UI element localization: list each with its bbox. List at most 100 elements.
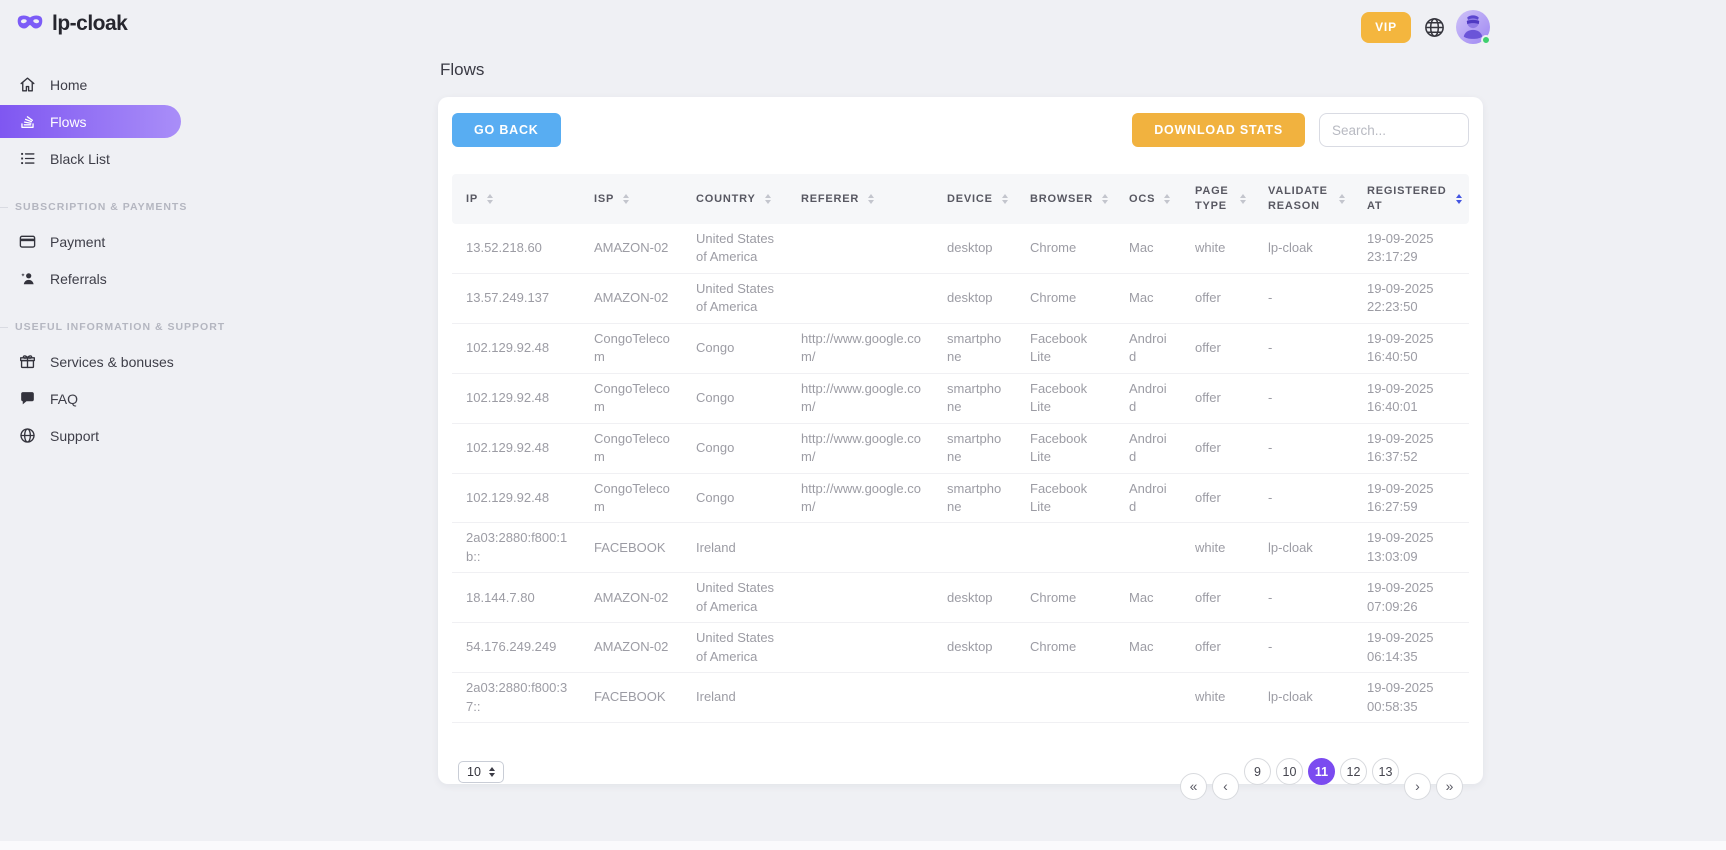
table-cell: desktop <box>933 224 1016 274</box>
table-cell: Android <box>1115 423 1181 474</box>
home-icon <box>20 77 35 92</box>
sidebar-section-title: SUBSCRIPTION & PAYMENTS <box>0 201 190 213</box>
flows-table: IP ISP COUNTRY REFERER DEVICE BROWSER <box>452 174 1469 724</box>
sort-icon <box>764 193 771 205</box>
column-header-referer[interactable]: REFERER <box>787 174 933 224</box>
table-row: 2a03:2880:f800:37:: FACEBOOK Ireland whit… <box>452 672 1469 724</box>
table-cell <box>1115 672 1181 724</box>
table-cell: United States of America <box>682 224 787 274</box>
column-header-label: VALIDATE REASON <box>1268 185 1328 212</box>
pagination-page-10[interactable]: 10 <box>1276 758 1303 786</box>
table-cell: 2a03:2880:f800:37:: <box>452 672 580 724</box>
table-cell: AMAZON-02 <box>580 224 682 274</box>
column-header-country[interactable]: COUNTRY <box>682 174 787 224</box>
table-cell: 54.176.249.249 <box>452 622 580 674</box>
table-cell: http://www.google.com/ <box>787 473 933 524</box>
table-cell: Chrome <box>1016 622 1115 674</box>
table-cell: CongoTelecom <box>580 323 682 374</box>
pagination-page-12[interactable]: 12 <box>1340 758 1367 786</box>
globe-icon <box>1425 17 1444 37</box>
sidebar-item-label: Services & bonuses <box>50 353 174 370</box>
table-cell: Mac <box>1115 224 1181 274</box>
table-cell: - <box>1254 622 1353 674</box>
sidebar-section-title: USEFUL INFORMATION & SUPPORT <box>0 321 224 333</box>
table-cell: 13.52.218.60 <box>452 224 580 274</box>
pagination-page-13[interactable]: 13 <box>1372 758 1399 786</box>
sidebar-item-label: Black List <box>50 150 110 167</box>
download-stats-button[interactable]: DOWNLOAD STATS <box>1132 113 1305 147</box>
pagination-page-11[interactable]: 11 <box>1308 758 1335 786</box>
table-cell: desktop <box>933 273 1016 324</box>
sidebar-item-support[interactable]: Support <box>0 417 200 454</box>
page-size-select[interactable]: 10 <box>458 760 504 783</box>
sidebar-item-black-list[interactable]: Black List <box>0 140 200 177</box>
user-avatar[interactable] <box>1456 10 1491 45</box>
table-cell: 19-09-2025 22:23:50 <box>1353 273 1469 324</box>
sidebar-item-faq[interactable]: ?! FAQ <box>0 380 200 417</box>
table-cell: CongoTelecom <box>580 373 682 424</box>
table-cell <box>787 622 933 674</box>
table-cell <box>787 522 933 574</box>
search-input[interactable] <box>1319 113 1469 147</box>
column-header-registered-at[interactable]: REGISTERED AT <box>1353 174 1469 224</box>
table-cell: FACEBOOK <box>580 672 682 724</box>
table-cell: smartphone <box>933 323 1016 374</box>
table-cell <box>1016 672 1115 724</box>
gift-icon <box>20 355 35 369</box>
sidebar: lp-cloak Home Flows Black List SUBSCRIPT… <box>0 0 224 850</box>
sidebar-item-label: Referrals <box>50 270 107 287</box>
table-cell: 19-09-2025 16:37:52 <box>1353 423 1469 474</box>
column-header-label: REFERER <box>801 192 860 205</box>
table-cell: 19-09-2025 16:40:01 <box>1353 373 1469 424</box>
table-row: 54.176.249.249 AMAZON-02 United States of… <box>452 622 1469 674</box>
table-cell: CongoTelecom <box>580 473 682 524</box>
table-cell: Chrome <box>1016 224 1115 274</box>
sidebar-item-label: Support <box>50 427 100 444</box>
table-cell: Android <box>1115 473 1181 524</box>
pagination-next[interactable]: › <box>1404 773 1431 801</box>
table-cell: smartphone <box>933 473 1016 524</box>
table-footer: 10 «‹ 9 10 11 12 13 ›» <box>452 743 1469 801</box>
column-header-ip[interactable]: IP <box>452 174 580 224</box>
brand-logo[interactable]: lp-cloak <box>0 0 200 36</box>
pagination-first[interactable]: « <box>1180 773 1207 801</box>
sort-icon <box>1164 193 1171 205</box>
table-cell: 19-09-2025 23:17:29 <box>1353 224 1469 274</box>
online-status-dot <box>1481 35 1491 45</box>
table-cell: Congo <box>682 323 787 374</box>
column-header-ocs[interactable]: OCS <box>1115 174 1181 224</box>
pagination-prev[interactable]: ‹ <box>1212 773 1239 801</box>
column-header-label: DEVICE <box>947 192 993 205</box>
table-row: 102.129.92.48 CongoTelecom Congo http://ww… <box>452 423 1469 474</box>
column-header-device[interactable]: DEVICE <box>933 174 1016 224</box>
column-header-isp[interactable]: ISP <box>580 174 682 224</box>
table-cell: 102.129.92.48 <box>452 373 580 424</box>
table-cell <box>787 273 933 324</box>
pagination-page-9[interactable]: 9 <box>1244 758 1271 786</box>
language-button[interactable] <box>1423 16 1446 39</box>
pagination-last[interactable]: » <box>1436 773 1463 801</box>
table-cell: Facebook Lite <box>1016 323 1115 374</box>
column-header-browser[interactable]: BROWSER <box>1016 174 1115 224</box>
sidebar-item-flows[interactable]: Flows <box>0 105 181 138</box>
table-cell: Congo <box>682 473 787 524</box>
table-cell: 19-09-2025 16:40:50 <box>1353 323 1469 374</box>
table-row: 18.144.7.80 AMAZON-02 United States of Am… <box>452 572 1469 624</box>
sidebar-item-payment[interactable]: Payment <box>0 223 200 260</box>
go-back-button[interactable]: GO BACK <box>452 113 561 147</box>
column-header-validate-reason[interactable]: VALIDATE REASON <box>1254 174 1353 224</box>
column-header-page-type[interactable]: PAGE TYPE <box>1181 174 1254 224</box>
table-body: 13.52.218.60 AMAZON-02 United States of A… <box>452 224 1469 724</box>
brand-name: lp-cloak <box>52 12 128 35</box>
avatar-image <box>1456 10 1490 44</box>
sidebar-item-home[interactable]: Home <box>0 66 200 103</box>
horizontal-scrollbar-track[interactable] <box>0 841 1726 850</box>
sidebar-item-services-bonuses[interactable]: Services & bonuses <box>0 343 200 380</box>
topbar: VIP <box>1361 10 1491 45</box>
credit-card-icon <box>19 235 36 248</box>
vip-button[interactable]: VIP <box>1361 11 1411 43</box>
table-cell: offer <box>1181 622 1254 674</box>
sort-icon <box>1455 193 1462 205</box>
column-header-label: COUNTRY <box>696 192 756 205</box>
sidebar-item-referrals[interactable]: Referrals <box>0 260 200 297</box>
